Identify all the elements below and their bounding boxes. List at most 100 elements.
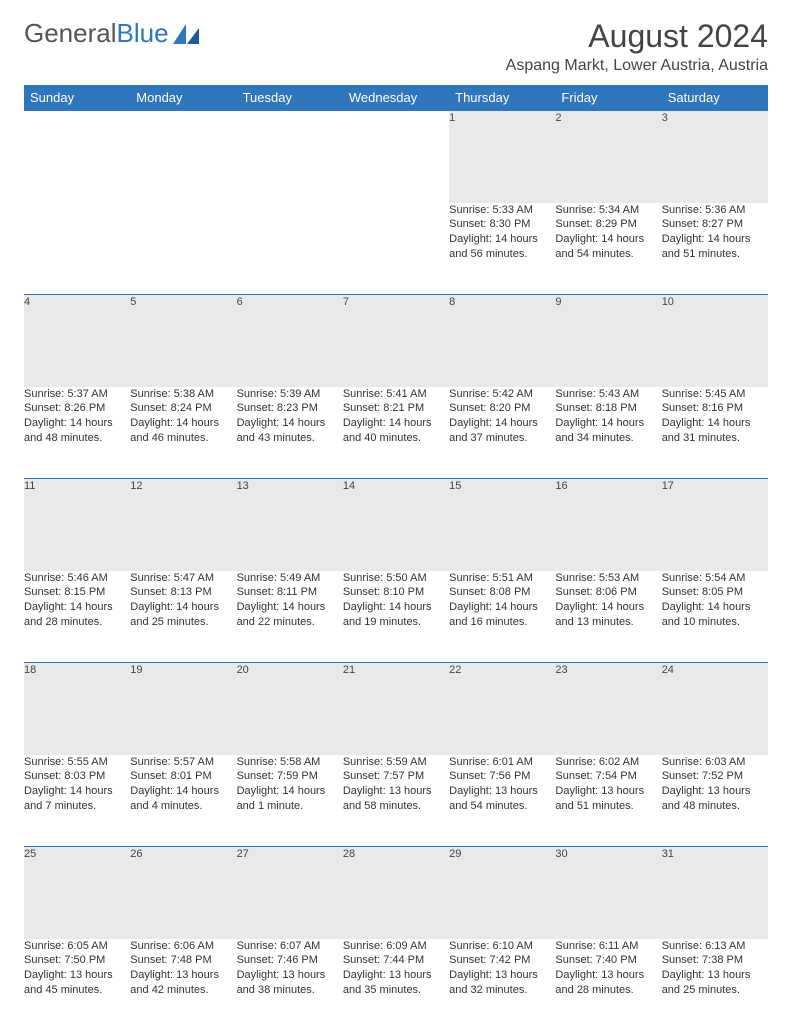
day-number: 14 bbox=[343, 479, 449, 571]
title-block: August 2024 Aspang Markt, Lower Austria,… bbox=[506, 18, 768, 75]
sunset-text: Sunset: 8:10 PM bbox=[343, 585, 449, 600]
daylight-text: Daylight: 13 hours bbox=[24, 968, 130, 983]
day-number: 30 bbox=[555, 847, 661, 939]
sunrise-text: Sunrise: 5:57 AM bbox=[130, 755, 236, 770]
daylight-text: and 22 minutes. bbox=[237, 615, 343, 630]
sunset-text: Sunset: 7:57 PM bbox=[343, 769, 449, 784]
sunrise-text: Sunrise: 6:01 AM bbox=[449, 755, 555, 770]
day-detail: Sunrise: 6:10 AMSunset: 7:42 PMDaylight:… bbox=[449, 939, 555, 1031]
sunrise-text: Sunrise: 5:37 AM bbox=[24, 387, 130, 402]
day-detail: Sunrise: 5:42 AMSunset: 8:20 PMDaylight:… bbox=[449, 387, 555, 479]
sunrise-text: Sunrise: 5:51 AM bbox=[449, 571, 555, 586]
sunrise-text: Sunrise: 6:10 AM bbox=[449, 939, 555, 954]
day-number: 10 bbox=[662, 295, 768, 387]
sunrise-text: Sunrise: 5:54 AM bbox=[662, 571, 768, 586]
sunrise-text: Sunrise: 5:59 AM bbox=[343, 755, 449, 770]
day-number: 1 bbox=[449, 111, 555, 203]
daylight-text: and 16 minutes. bbox=[449, 615, 555, 630]
day-number: 21 bbox=[343, 663, 449, 755]
day-number: 27 bbox=[237, 847, 343, 939]
day-detail: Sunrise: 6:05 AMSunset: 7:50 PMDaylight:… bbox=[24, 939, 130, 1031]
sunrise-text: Sunrise: 5:38 AM bbox=[130, 387, 236, 402]
sunset-text: Sunset: 8:11 PM bbox=[237, 585, 343, 600]
daylight-text: Daylight: 13 hours bbox=[662, 968, 768, 983]
sunset-text: Sunset: 8:05 PM bbox=[662, 585, 768, 600]
sunrise-text: Sunrise: 6:11 AM bbox=[555, 939, 661, 954]
sunrise-text: Sunrise: 5:45 AM bbox=[662, 387, 768, 402]
sunset-text: Sunset: 7:52 PM bbox=[662, 769, 768, 784]
sunrise-text: Sunrise: 5:46 AM bbox=[24, 571, 130, 586]
day-number: 12 bbox=[130, 479, 236, 571]
logo-text-2: Blue bbox=[117, 18, 169, 49]
empty-cell bbox=[24, 203, 130, 295]
sunset-text: Sunset: 7:44 PM bbox=[343, 953, 449, 968]
sunrise-text: Sunrise: 6:02 AM bbox=[555, 755, 661, 770]
day-detail: Sunrise: 5:41 AMSunset: 8:21 PMDaylight:… bbox=[343, 387, 449, 479]
daylight-text: and 32 minutes. bbox=[449, 983, 555, 998]
daylight-text: and 35 minutes. bbox=[343, 983, 449, 998]
sunset-text: Sunset: 8:27 PM bbox=[662, 217, 768, 232]
daylight-text: and 4 minutes. bbox=[130, 799, 236, 814]
daylight-text: Daylight: 13 hours bbox=[662, 784, 768, 799]
daylight-text: Daylight: 14 hours bbox=[449, 416, 555, 431]
daylight-text: Daylight: 13 hours bbox=[343, 968, 449, 983]
daylight-text: and 46 minutes. bbox=[130, 431, 236, 446]
day-detail: Sunrise: 5:57 AMSunset: 8:01 PMDaylight:… bbox=[130, 755, 236, 847]
day-detail: Sunrise: 6:01 AMSunset: 7:56 PMDaylight:… bbox=[449, 755, 555, 847]
sunset-text: Sunset: 8:24 PM bbox=[130, 401, 236, 416]
sunset-text: Sunset: 8:15 PM bbox=[24, 585, 130, 600]
daylight-text: and 1 minute. bbox=[237, 799, 343, 814]
sunrise-text: Sunrise: 5:39 AM bbox=[237, 387, 343, 402]
daylight-text: Daylight: 14 hours bbox=[449, 600, 555, 615]
day-data-row: Sunrise: 5:37 AMSunset: 8:26 PMDaylight:… bbox=[24, 387, 768, 479]
daylight-text: and 45 minutes. bbox=[24, 983, 130, 998]
day-number-row: 123 bbox=[24, 111, 768, 203]
daylight-text: and 31 minutes. bbox=[662, 431, 768, 446]
sunrise-text: Sunrise: 6:03 AM bbox=[662, 755, 768, 770]
sunset-text: Sunset: 8:23 PM bbox=[237, 401, 343, 416]
daylight-text: Daylight: 14 hours bbox=[237, 600, 343, 615]
day-number: 28 bbox=[343, 847, 449, 939]
day-number: 29 bbox=[449, 847, 555, 939]
day-number-row: 18192021222324 bbox=[24, 663, 768, 755]
sunrise-text: Sunrise: 6:09 AM bbox=[343, 939, 449, 954]
day-detail: Sunrise: 5:51 AMSunset: 8:08 PMDaylight:… bbox=[449, 571, 555, 663]
sunset-text: Sunset: 8:20 PM bbox=[449, 401, 555, 416]
empty-cell bbox=[24, 111, 130, 203]
weekday-header: Tuesday bbox=[237, 85, 343, 111]
day-number: 16 bbox=[555, 479, 661, 571]
daylight-text: Daylight: 14 hours bbox=[555, 600, 661, 615]
empty-cell bbox=[237, 203, 343, 295]
day-detail: Sunrise: 5:33 AMSunset: 8:30 PMDaylight:… bbox=[449, 203, 555, 295]
daylight-text: and 37 minutes. bbox=[449, 431, 555, 446]
day-number: 2 bbox=[555, 111, 661, 203]
day-detail: Sunrise: 5:55 AMSunset: 8:03 PMDaylight:… bbox=[24, 755, 130, 847]
daylight-text: Daylight: 14 hours bbox=[130, 600, 236, 615]
day-data-row: Sunrise: 5:46 AMSunset: 8:15 PMDaylight:… bbox=[24, 571, 768, 663]
daylight-text: Daylight: 14 hours bbox=[662, 232, 768, 247]
empty-cell bbox=[130, 203, 236, 295]
weekday-header: Wednesday bbox=[343, 85, 449, 111]
sunrise-text: Sunrise: 5:55 AM bbox=[24, 755, 130, 770]
daylight-text: and 28 minutes. bbox=[24, 615, 130, 630]
day-detail: Sunrise: 6:09 AMSunset: 7:44 PMDaylight:… bbox=[343, 939, 449, 1031]
day-detail: Sunrise: 5:53 AMSunset: 8:06 PMDaylight:… bbox=[555, 571, 661, 663]
daylight-text: and 48 minutes. bbox=[662, 799, 768, 814]
day-detail: Sunrise: 6:03 AMSunset: 7:52 PMDaylight:… bbox=[662, 755, 768, 847]
day-data-row: Sunrise: 5:33 AMSunset: 8:30 PMDaylight:… bbox=[24, 203, 768, 295]
day-detail: Sunrise: 5:46 AMSunset: 8:15 PMDaylight:… bbox=[24, 571, 130, 663]
logo: GeneralBlue bbox=[24, 18, 199, 49]
daylight-text: Daylight: 14 hours bbox=[343, 600, 449, 615]
sunset-text: Sunset: 7:50 PM bbox=[24, 953, 130, 968]
empty-cell bbox=[237, 111, 343, 203]
daylight-text: and 28 minutes. bbox=[555, 983, 661, 998]
sunset-text: Sunset: 7:48 PM bbox=[130, 953, 236, 968]
daylight-text: Daylight: 14 hours bbox=[24, 416, 130, 431]
sunset-text: Sunset: 7:59 PM bbox=[237, 769, 343, 784]
sunrise-text: Sunrise: 6:06 AM bbox=[130, 939, 236, 954]
day-number: 23 bbox=[555, 663, 661, 755]
day-number: 9 bbox=[555, 295, 661, 387]
day-detail: Sunrise: 5:59 AMSunset: 7:57 PMDaylight:… bbox=[343, 755, 449, 847]
day-detail: Sunrise: 5:39 AMSunset: 8:23 PMDaylight:… bbox=[237, 387, 343, 479]
daylight-text: Daylight: 14 hours bbox=[449, 232, 555, 247]
